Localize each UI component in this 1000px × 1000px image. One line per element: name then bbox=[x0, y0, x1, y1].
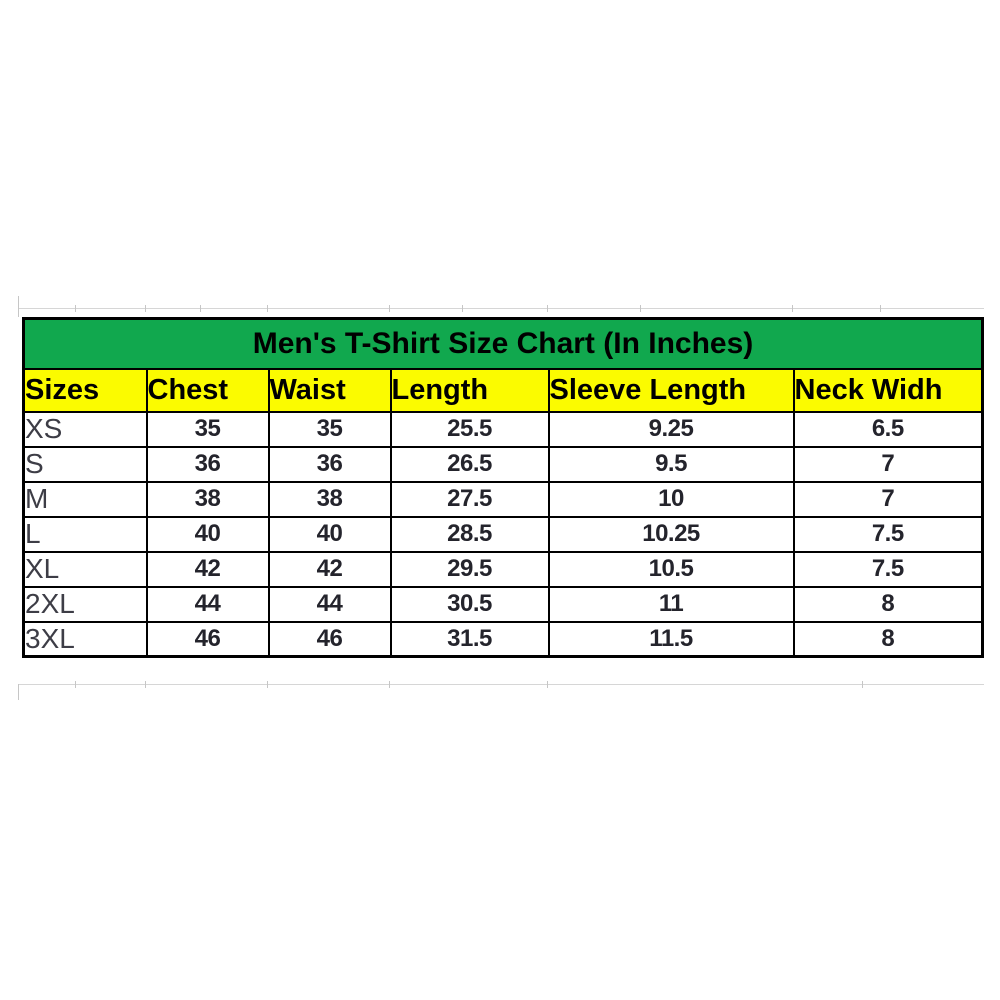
value-cell: 42 bbox=[267, 550, 392, 588]
value-cell: 44 bbox=[267, 585, 392, 623]
column-header-length: Length bbox=[389, 367, 550, 413]
gridline-stub bbox=[640, 305, 641, 312]
value-cell: 9.25 bbox=[547, 410, 795, 448]
size-chart-table: Men's T-Shirt Size Chart (In Inches) Siz… bbox=[22, 317, 985, 658]
value-cell: 29.5 bbox=[389, 550, 550, 588]
gridline-stub bbox=[547, 305, 548, 312]
gridline-stub bbox=[75, 681, 76, 688]
chart-title: Men's T-Shirt Size Chart (In Inches) bbox=[22, 317, 984, 370]
value-cell: 38 bbox=[267, 480, 392, 518]
gridline-stub bbox=[389, 305, 390, 312]
gridline-stub bbox=[389, 681, 390, 688]
column-header-sleeve-length: Sleeve Length bbox=[547, 367, 795, 413]
value-cell: 10.5 bbox=[547, 550, 795, 588]
gridline-stub bbox=[145, 681, 146, 688]
size-cell: 3XL bbox=[22, 620, 148, 658]
gridline-stub bbox=[880, 305, 881, 312]
gridline-stub bbox=[462, 305, 463, 312]
gridline-stub bbox=[18, 296, 19, 317]
value-cell: 38 bbox=[145, 480, 270, 518]
value-cell: 31.5 bbox=[389, 620, 550, 658]
size-cell: L bbox=[22, 515, 148, 553]
table-row-l: L 40 40 28.5 10.25 7.5 bbox=[22, 515, 984, 553]
value-cell: 36 bbox=[267, 445, 392, 483]
value-cell: 35 bbox=[267, 410, 392, 448]
table-row-xs: XS 35 35 25.5 9.25 6.5 bbox=[22, 410, 984, 448]
value-cell: 46 bbox=[145, 620, 270, 658]
gridline-stub bbox=[145, 305, 146, 312]
value-cell: 6.5 bbox=[792, 410, 984, 448]
size-cell: 2XL bbox=[22, 585, 148, 623]
gridline-stub bbox=[267, 681, 268, 688]
table-row-m: M 38 38 27.5 10 7 bbox=[22, 480, 984, 518]
value-cell: 7 bbox=[792, 445, 984, 483]
value-cell: 30.5 bbox=[389, 585, 550, 623]
value-cell: 10.25 bbox=[547, 515, 795, 553]
value-cell: 35 bbox=[145, 410, 270, 448]
column-header-sizes: Sizes bbox=[22, 367, 148, 413]
value-cell: 46 bbox=[267, 620, 392, 658]
value-cell: 27.5 bbox=[389, 480, 550, 518]
size-cell: S bbox=[22, 445, 148, 483]
value-cell: 7 bbox=[792, 480, 984, 518]
column-header-waist: Waist bbox=[267, 367, 392, 413]
value-cell: 8 bbox=[792, 585, 984, 623]
gridline-stub bbox=[75, 305, 76, 312]
value-cell: 11.5 bbox=[547, 620, 795, 658]
value-cell: 26.5 bbox=[389, 445, 550, 483]
value-cell: 7.5 bbox=[792, 515, 984, 553]
value-cell: 40 bbox=[145, 515, 270, 553]
gridline-stub bbox=[862, 681, 863, 688]
table-row-3xl: 3XL 46 46 31.5 11.5 8 bbox=[22, 620, 984, 658]
size-cell: M bbox=[22, 480, 148, 518]
value-cell: 42 bbox=[145, 550, 270, 588]
value-cell: 8 bbox=[792, 620, 984, 658]
value-cell: 28.5 bbox=[389, 515, 550, 553]
table-row-2xl: 2XL 44 44 30.5 11 8 bbox=[22, 585, 984, 623]
title-row: Men's T-Shirt Size Chart (In Inches) bbox=[22, 317, 984, 370]
gridline-stub bbox=[792, 305, 793, 312]
value-cell: 9.5 bbox=[547, 445, 795, 483]
gridline-stub bbox=[18, 684, 19, 700]
gridline-stub bbox=[267, 305, 268, 312]
value-cell: 44 bbox=[145, 585, 270, 623]
value-cell: 40 bbox=[267, 515, 392, 553]
column-header-neck-widh: Neck Widh bbox=[792, 367, 984, 413]
value-cell: 11 bbox=[547, 585, 795, 623]
size-cell: XL bbox=[22, 550, 148, 588]
size-cell: XS bbox=[22, 410, 148, 448]
header-row: Sizes Chest Waist Length Sleeve Length N… bbox=[22, 367, 984, 413]
gridline-stub bbox=[547, 681, 548, 688]
column-header-chest: Chest bbox=[145, 367, 270, 413]
value-cell: 25.5 bbox=[389, 410, 550, 448]
value-cell: 36 bbox=[145, 445, 270, 483]
table-row-xl: XL 42 42 29.5 10.5 7.5 bbox=[22, 550, 984, 588]
gridline-above-table bbox=[18, 308, 984, 309]
gridline-stub bbox=[200, 305, 201, 312]
gridline-below-table bbox=[18, 684, 984, 685]
table-row-s: S 36 36 26.5 9.5 7 bbox=[22, 445, 984, 483]
value-cell: 10 bbox=[547, 480, 795, 518]
value-cell: 7.5 bbox=[792, 550, 984, 588]
